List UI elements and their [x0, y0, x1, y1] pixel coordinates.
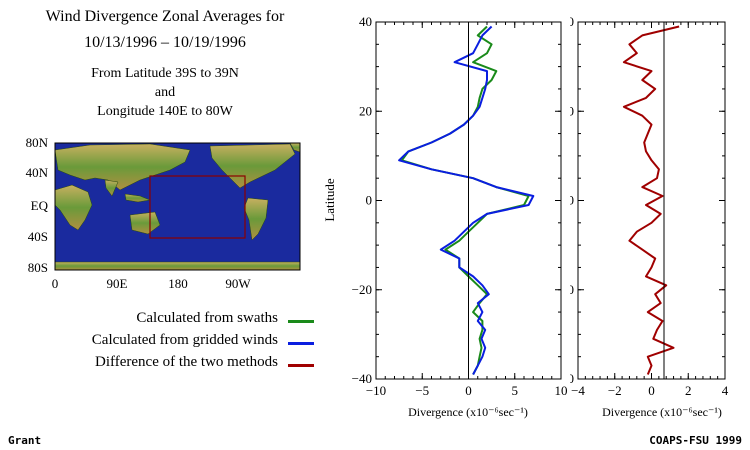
world-map: 80N 40N EQ 40S 80S 0 90E 180 90W	[26, 135, 301, 291]
map-region-box	[149, 175, 246, 239]
map-x-tick: 180	[168, 276, 188, 291]
latitude-range: From Latitude 39S to 39N	[91, 66, 239, 81]
footer-credit: COAPS-FSU 1999	[649, 434, 742, 447]
legend-label-swaths: Calculated from swaths	[136, 310, 278, 326]
y-tick-label: −40	[352, 371, 372, 386]
x-tick-label: −10	[366, 383, 386, 398]
legend-swatch-swaths	[288, 320, 314, 323]
x-tick-label: 5	[512, 383, 519, 398]
difference-chart: −4−202440200−20−40 Divergence (x10⁻⁶sec⁻…	[570, 14, 729, 419]
page-title: Wind Divergence Zonal Averages for	[45, 8, 285, 25]
map-x-tick: 90W	[225, 276, 251, 291]
chart2-xlabel: Divergence (x10⁻⁶sec⁻¹)	[602, 405, 722, 419]
series-line-1	[398, 25, 535, 375]
x-tick-label: 0	[465, 383, 472, 398]
y-tick-label: −20	[570, 282, 574, 297]
y-tick-label: −20	[352, 282, 372, 297]
legend-label-difference: Difference of the two methods	[95, 354, 278, 370]
y-tick-label: 20	[359, 103, 372, 118]
date-range: 10/13/1996 – 10/19/1996	[84, 34, 246, 51]
chart2-frame	[577, 21, 726, 380]
y-tick-label: −40	[570, 371, 574, 386]
map-y-tick: 80S	[28, 260, 48, 275]
legend-label-gridded: Calculated from gridded winds	[91, 332, 278, 348]
chart1-ylabel: Latitude	[322, 178, 337, 222]
map-y-tick: 40S	[28, 229, 48, 244]
x-tick-label: 2	[685, 383, 692, 398]
map-x-tick: 90E	[107, 276, 128, 291]
map-y-tick: 80N	[26, 135, 49, 150]
y-tick-label: 40	[359, 14, 372, 29]
chart1-xlabel: Divergence (x10⁻⁶sec⁻¹)	[408, 405, 528, 419]
y-tick-label: 0	[366, 193, 373, 208]
map-y-tick: EQ	[31, 198, 49, 213]
map-continents	[54, 142, 301, 271]
y-tick-label: 0	[570, 193, 574, 208]
subtitle-and: and	[154, 85, 176, 100]
map-x-tick: 0	[52, 276, 59, 291]
divergence-chart: −10 −5 0 5 10 40 20 0 −20 −40 Latitude Divergence…	[322, 14, 568, 419]
series-line-0	[622, 25, 680, 375]
longitude-range: Longitude 140E to 80W	[97, 104, 233, 119]
x-tick-label: −4	[571, 383, 585, 398]
legend-swatch-difference	[288, 364, 314, 367]
x-tick-label: 4	[722, 383, 729, 398]
x-tick-label: 10	[555, 383, 568, 398]
map-frame	[54, 142, 301, 271]
x-tick-label: −5	[415, 383, 429, 398]
legend-swatch-gridded	[288, 342, 314, 345]
map-y-tick: 40N	[26, 165, 49, 180]
x-tick-label: 0	[648, 383, 655, 398]
y-tick-label: 20	[570, 103, 574, 118]
series-line-0	[400, 25, 530, 375]
footer-author: Grant	[8, 434, 42, 447]
y-tick-label: 40	[570, 14, 574, 29]
x-tick-label: −2	[608, 383, 622, 398]
